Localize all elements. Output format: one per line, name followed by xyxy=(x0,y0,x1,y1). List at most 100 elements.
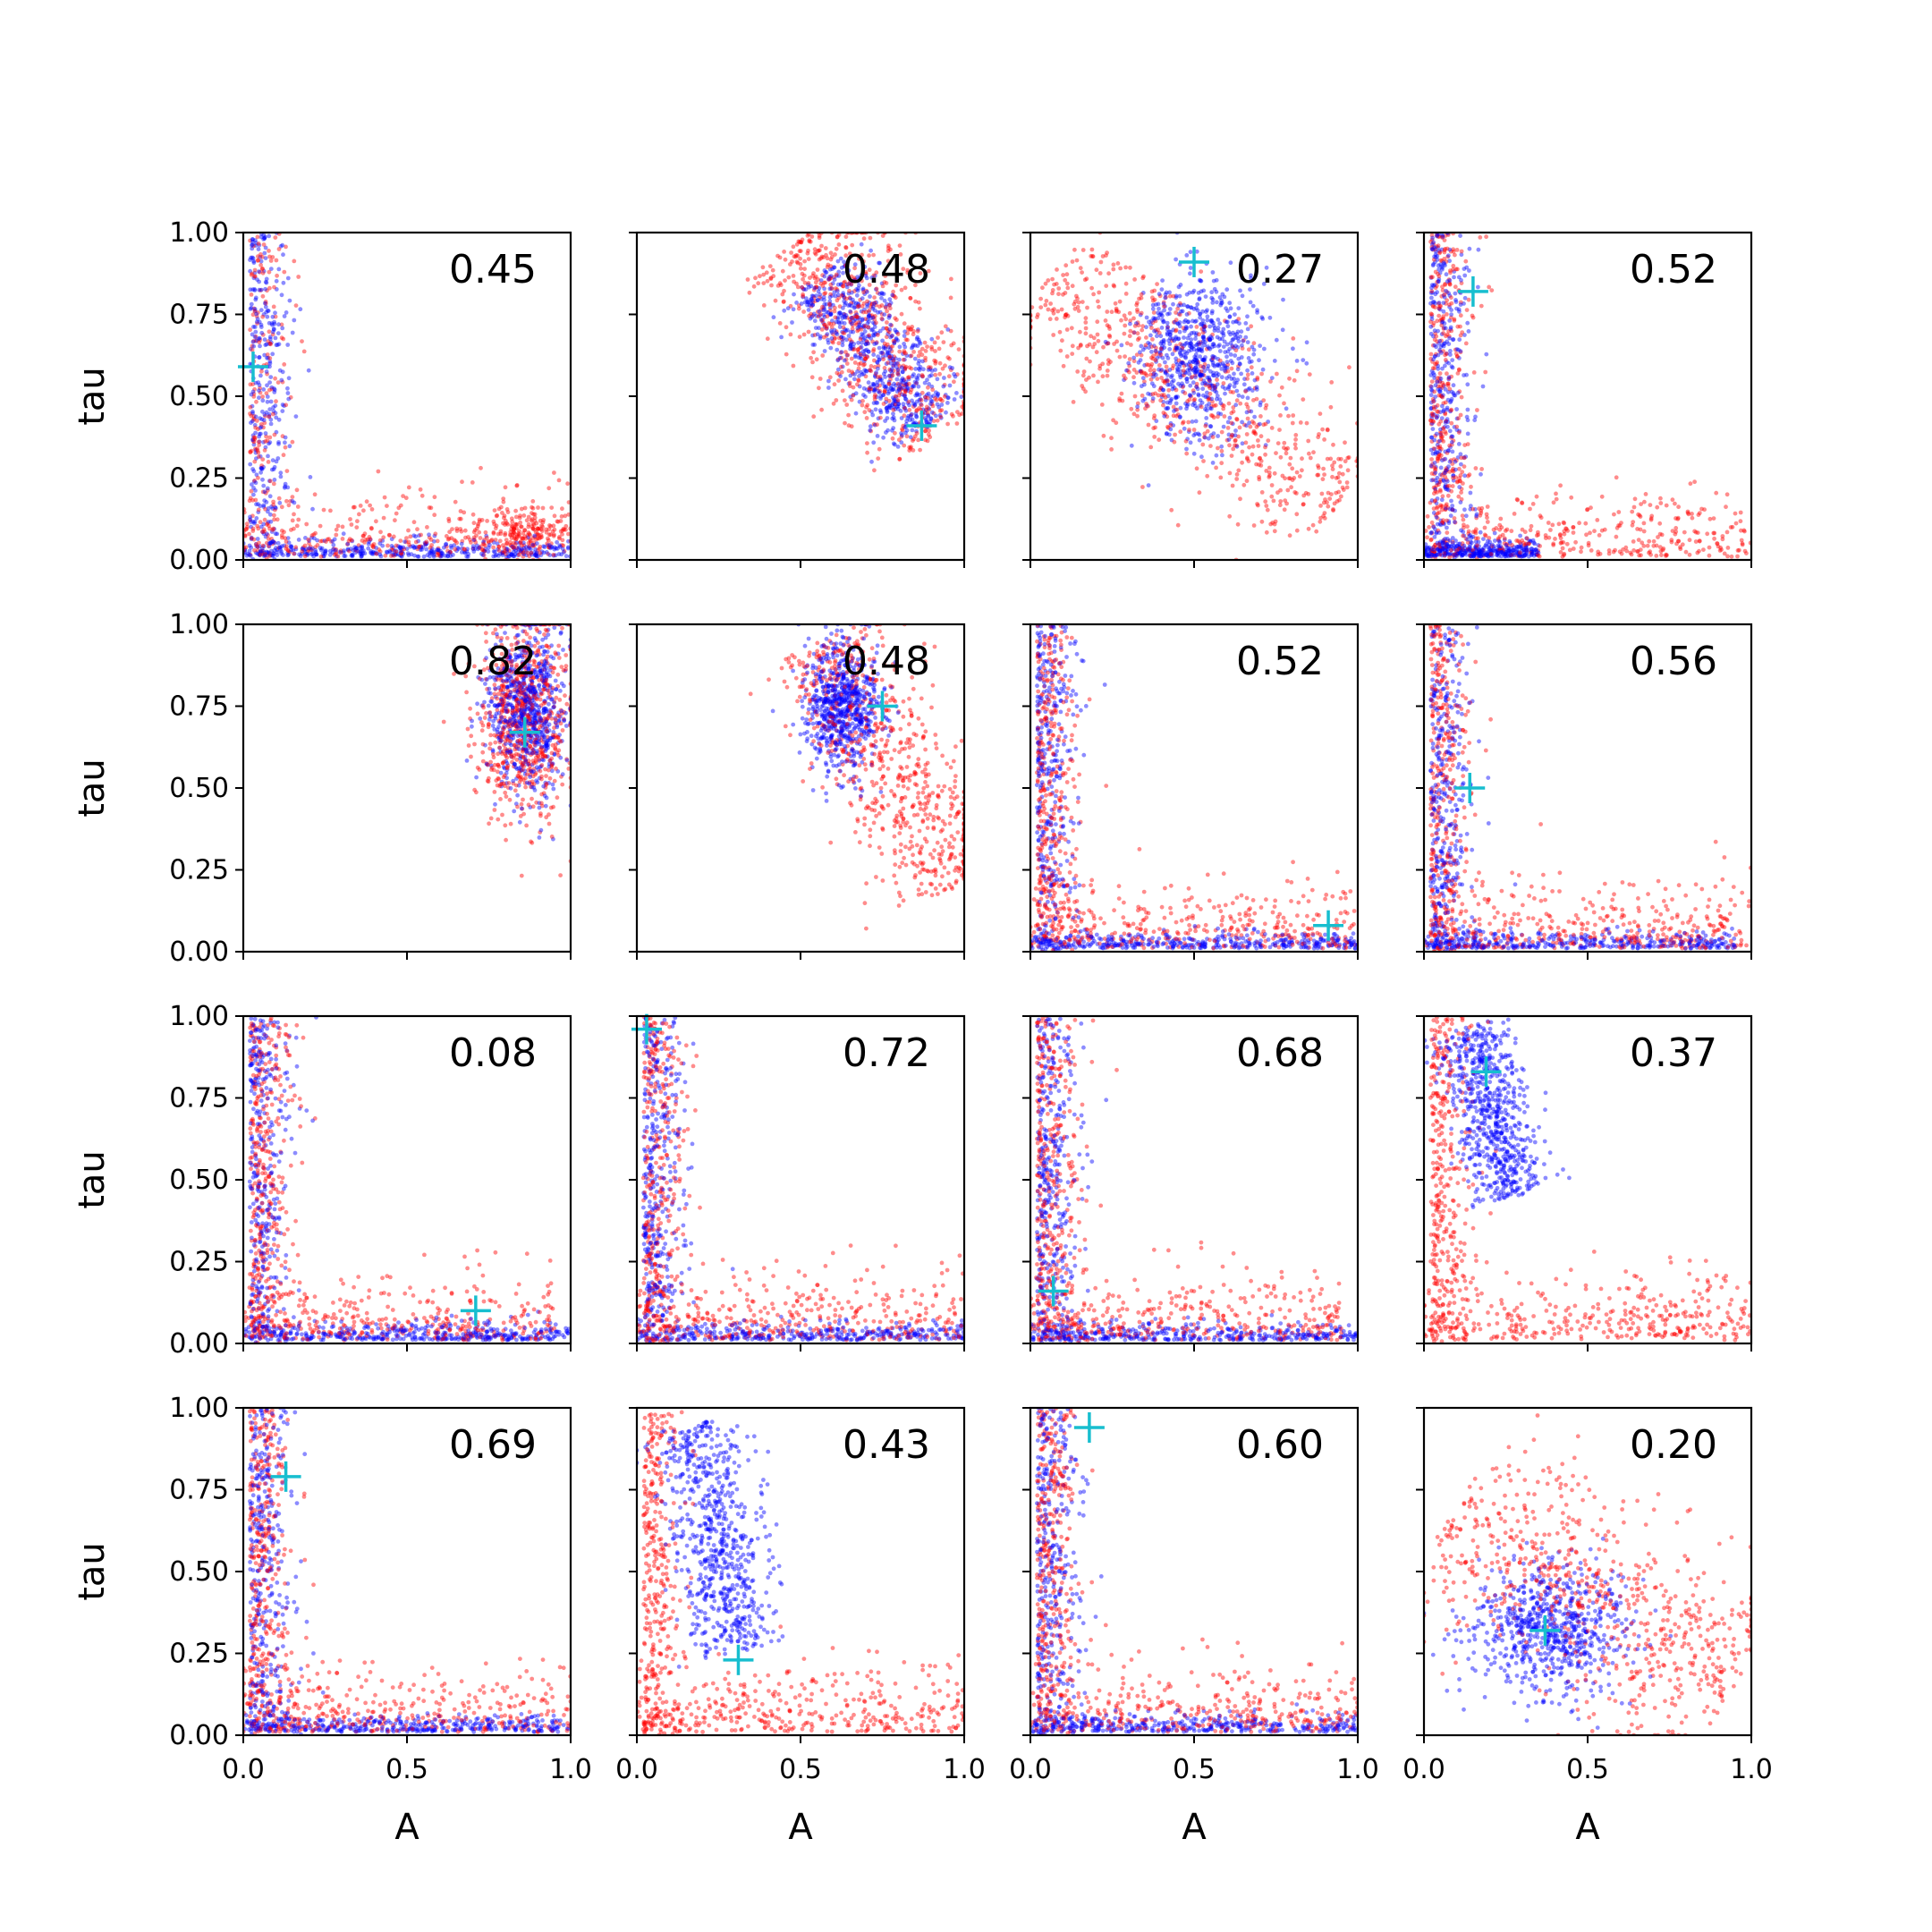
blue-point xyxy=(825,332,830,336)
red-point xyxy=(1244,402,1250,407)
blue-point xyxy=(1484,542,1488,547)
blue-point xyxy=(511,554,516,559)
red-point xyxy=(466,535,470,539)
blue-point xyxy=(353,547,359,552)
red-point xyxy=(1072,247,1077,252)
red-point xyxy=(826,262,831,267)
blue-point xyxy=(1198,372,1203,377)
blue-point xyxy=(839,313,843,318)
red-point xyxy=(933,372,938,377)
red-point xyxy=(765,278,770,284)
blue-point xyxy=(257,319,262,325)
red-point xyxy=(502,546,507,550)
blue-point xyxy=(864,354,869,359)
red-point xyxy=(508,530,513,535)
red-point xyxy=(1451,438,1456,444)
blue-point xyxy=(862,325,867,330)
red-point xyxy=(399,547,404,553)
blue-point xyxy=(267,411,272,417)
red-point xyxy=(525,550,530,555)
red-point xyxy=(517,532,521,538)
red-point xyxy=(1616,510,1622,514)
red-point xyxy=(897,243,902,248)
blue-point xyxy=(1430,427,1436,431)
red-point xyxy=(825,324,829,329)
blue-point xyxy=(265,355,269,360)
blue-point xyxy=(1433,259,1437,265)
blue-point xyxy=(1233,319,1239,324)
red-point xyxy=(538,527,544,532)
red-point xyxy=(486,538,491,544)
red-point xyxy=(872,358,877,363)
blue-point xyxy=(1146,391,1150,396)
blue-point xyxy=(1193,375,1198,380)
blue-point xyxy=(914,399,919,404)
blue-point xyxy=(264,531,269,537)
red-point xyxy=(1243,440,1249,445)
blue-point xyxy=(300,547,305,551)
red-point xyxy=(286,548,291,554)
red-point xyxy=(271,481,276,487)
red-point xyxy=(1144,402,1148,406)
red-point xyxy=(368,503,372,508)
blue-point xyxy=(1194,331,1199,335)
red-point xyxy=(1434,284,1439,288)
blue-point xyxy=(455,546,461,550)
red-point xyxy=(358,504,363,508)
red-point xyxy=(493,538,498,542)
blue-point xyxy=(801,294,806,300)
blue-point xyxy=(886,386,890,392)
blue-point xyxy=(291,547,296,553)
blue-point xyxy=(247,548,252,554)
blue-point xyxy=(1204,416,1209,420)
blue-point xyxy=(1437,548,1443,554)
red-point xyxy=(844,402,850,407)
blue-point xyxy=(879,377,884,382)
red-point xyxy=(880,284,886,289)
red-point xyxy=(1737,547,1741,553)
blue-point xyxy=(350,554,355,559)
blue-point xyxy=(1458,547,1463,552)
blue-point xyxy=(891,386,896,392)
blue-point xyxy=(1176,284,1182,290)
red-point xyxy=(1335,499,1340,504)
red-point xyxy=(254,419,259,423)
blue-point xyxy=(1224,306,1228,311)
red-point xyxy=(1655,504,1660,510)
red-point xyxy=(354,525,360,530)
red-point xyxy=(1445,468,1449,473)
red-point xyxy=(247,498,252,504)
blue-point xyxy=(504,547,510,552)
blue-point xyxy=(1184,403,1190,409)
blue-point xyxy=(1441,292,1446,298)
blue-point xyxy=(841,335,846,341)
red-point xyxy=(855,347,860,352)
blue-point xyxy=(887,297,893,302)
blue-point xyxy=(1194,318,1199,324)
blue-point xyxy=(518,548,523,553)
red-point xyxy=(367,535,372,539)
red-point xyxy=(305,548,310,554)
red-point xyxy=(841,330,845,335)
red-point xyxy=(520,543,524,548)
blue-point xyxy=(888,301,894,306)
red-point xyxy=(1505,543,1510,547)
blue-point xyxy=(857,374,861,378)
red-point xyxy=(1437,304,1442,309)
red-point xyxy=(809,355,813,360)
blue-point xyxy=(1167,382,1172,387)
blue-point xyxy=(861,386,867,391)
red-point xyxy=(548,532,554,537)
red-point xyxy=(528,538,533,544)
red-point xyxy=(256,258,261,263)
red-point xyxy=(818,308,824,312)
red-point xyxy=(1206,337,1211,342)
red-point xyxy=(1287,462,1292,467)
red-point xyxy=(509,543,513,548)
red-point xyxy=(1660,547,1665,553)
red-point xyxy=(835,234,840,240)
red-point xyxy=(256,450,261,455)
red-point xyxy=(1460,541,1465,546)
blue-point xyxy=(1186,319,1191,325)
red-point xyxy=(1431,304,1436,309)
